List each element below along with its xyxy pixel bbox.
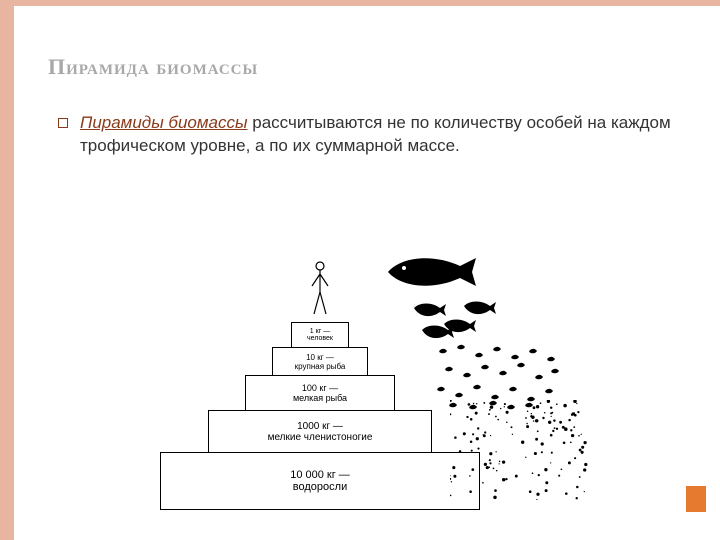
pyramid-level: 10 000 кг —водоросли <box>160 452 480 510</box>
level-label: человек <box>307 335 333 342</box>
biomass-diagram: 1 кг —человек10 кг —крупная рыба100 кг —… <box>120 200 580 520</box>
big-fish-icon <box>380 250 490 294</box>
bullet-paragraph: Пирамиды биомассы рассчитываются не по к… <box>80 112 672 158</box>
level-label: водоросли <box>293 481 347 493</box>
human-icon <box>307 260 333 316</box>
bullet-icon <box>58 118 68 128</box>
level-value: 1 кг — <box>310 328 330 335</box>
level-label: мелкие членистоногие <box>268 432 373 443</box>
slide-title: Пирамида биомассы <box>48 54 258 80</box>
pyramid-level: 10 кг —крупная рыба <box>272 347 368 377</box>
level-label: крупная рыба <box>295 362 346 371</box>
defined-term: Пирамиды биомассы <box>80 113 248 132</box>
small-fish-icon <box>410 298 500 338</box>
slide-border-top <box>0 0 720 6</box>
pyramid-level: 1 кг —человек <box>291 322 349 348</box>
slide-border-left <box>0 0 14 540</box>
algae-dots-icon <box>450 400 590 500</box>
bullet-item: Пирамиды биомассы рассчитываются не по к… <box>58 112 672 158</box>
level-value: 10 000 кг — <box>290 469 350 481</box>
level-label: мелкая рыба <box>293 393 347 403</box>
level-value: 100 кг — <box>302 383 338 393</box>
body-text: Пирамиды биомассы рассчитываются не по к… <box>58 112 672 158</box>
slide-accent-box <box>686 486 706 512</box>
pyramid-level: 1000 кг —мелкие членистоногие <box>208 410 432 454</box>
level-value: 1000 кг — <box>297 421 343 432</box>
level-value: 10 кг — <box>306 353 334 362</box>
pyramid-level: 100 кг —мелкая рыба <box>245 375 395 411</box>
